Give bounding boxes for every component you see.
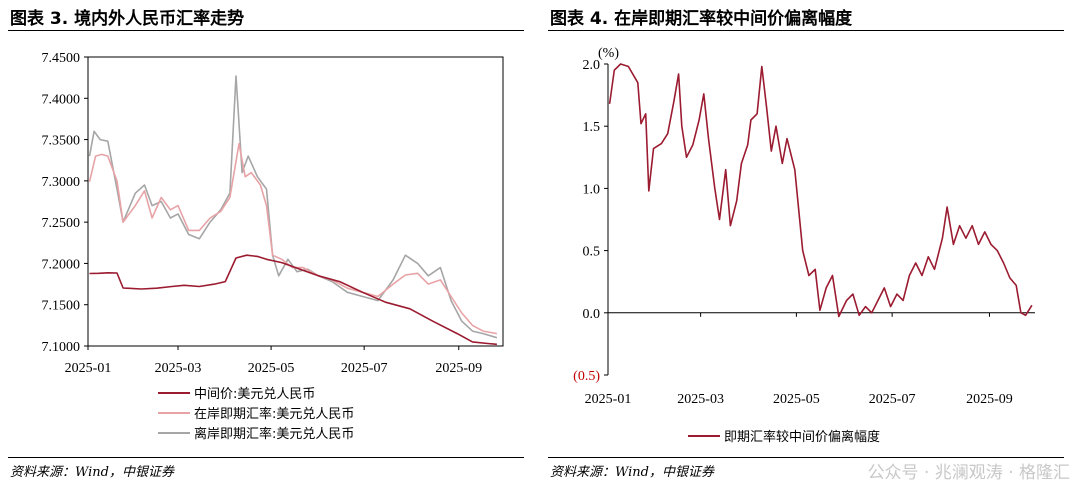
x-tick-label: 2025-09	[966, 392, 1013, 407]
series-line-3	[89, 254, 497, 346]
series-line-2	[88, 142, 498, 335]
y-tick-label: 7.4500	[42, 51, 81, 66]
left-chart-title: 图表 3. 境内外人民币汇率走势	[10, 9, 245, 29]
x-tick-label: 2025-01	[585, 392, 632, 407]
x-tick-label: 2025-09	[435, 361, 482, 376]
legend-label-1: 即期汇率较中间价偏离幅度	[724, 429, 880, 445]
right-chart-title: 图表 4. 在岸即期汇率较中间价偏离幅度	[550, 9, 853, 29]
y-tick-label: 7.4000	[42, 92, 81, 107]
left-source: 资料来源：Wind，中银证券	[10, 465, 174, 480]
plot-frame	[87, 56, 504, 347]
legend-label-1: 中间价:美元兑人民币	[194, 387, 315, 402]
x-tick-label: 2025-05	[248, 361, 295, 376]
y-tick-label: 1.0	[583, 182, 601, 197]
right-title-rule	[548, 30, 1064, 31]
x-tick-label: 2025-03	[677, 392, 724, 407]
left-panel: 图表 3. 境内外人民币汇率走势 7.4500 7.4000 7.3500 7.300…	[8, 9, 524, 480]
x-tick-label: 2025-05	[773, 392, 820, 407]
y-tick-label: 7.3500	[42, 134, 81, 149]
x-tick-label: 2025-07	[869, 392, 916, 407]
left-chart: 7.4500 7.4000 7.3500 7.3000 7.2500 7.2000 7.15…	[42, 51, 504, 442]
y-tick-label: 2.0	[583, 58, 601, 73]
series-line-1	[88, 75, 498, 339]
x-tick-label: 2025-07	[341, 361, 388, 376]
left-source-rule	[8, 457, 524, 458]
x-tick-label: 2025-01	[65, 361, 112, 376]
right-source: 资料来源：Wind，中银证券	[550, 465, 714, 480]
y-tick-label: 7.2500	[42, 216, 81, 231]
y-tick-label: 1.5	[583, 120, 601, 135]
left-title-rule	[8, 30, 524, 31]
right-panel: 图表 4. 在岸即期汇率较中间价偏离幅度 2.0 1.5 1.0 0.5 0.0 (0.5…	[540, 0, 1080, 486]
right-chart: 2.0 1.5 1.0 0.5 0.0 (0.5) 2025-01 2025-03 2025-0…	[573, 46, 1035, 445]
y-tick-label: 0.0	[583, 307, 601, 322]
series-line-1	[608, 63, 1033, 318]
y-tick-label: 7.2000	[42, 257, 81, 272]
y-tick-label: (0.5)	[573, 369, 600, 384]
y-tick-label: 7.3000	[42, 175, 81, 190]
x-tick-label: 2025-03	[155, 361, 202, 376]
legend-label-2: 在岸即期汇率:美元兑人民币	[194, 406, 354, 422]
y-tick-label: 0.5	[583, 245, 601, 260]
y-unit-label: (%)	[598, 46, 619, 61]
right-source-rule	[548, 457, 1064, 458]
y-tick-label: 7.1500	[42, 299, 81, 314]
y-tick-label: 7.1000	[42, 340, 81, 355]
watermark: 公众号 · 兆澜观涛 · 格隆汇	[867, 463, 1070, 483]
legend-label-3: 离岸即期汇率:美元兑人民币	[194, 426, 354, 442]
